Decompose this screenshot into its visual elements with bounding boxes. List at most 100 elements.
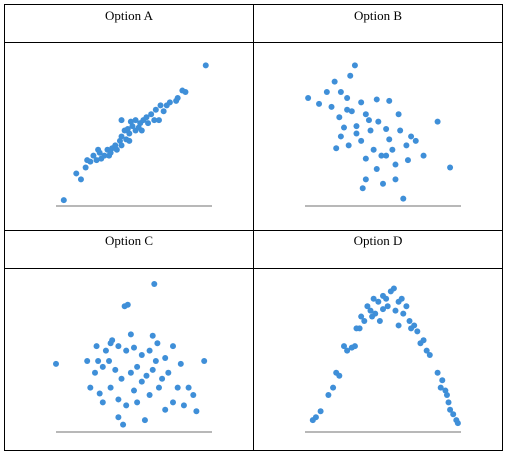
scatter-point bbox=[93, 157, 100, 164]
scatter-point bbox=[373, 166, 380, 172]
scatter-point bbox=[165, 369, 172, 376]
scatter-point bbox=[174, 94, 181, 101]
cell-title: Option D bbox=[354, 233, 403, 248]
scatter-point bbox=[107, 384, 114, 391]
scatter-point bbox=[202, 62, 209, 69]
scatter-point bbox=[101, 152, 108, 159]
scatter-point bbox=[115, 343, 122, 350]
scatter-point bbox=[362, 176, 369, 183]
scatter-point bbox=[344, 347, 351, 354]
scatter-point bbox=[406, 318, 413, 324]
cell-title: Option C bbox=[105, 233, 153, 248]
scatter-point bbox=[353, 325, 360, 332]
scatter-point bbox=[383, 152, 390, 159]
scatter-point bbox=[316, 100, 323, 107]
scatter-point bbox=[386, 97, 393, 104]
scatter-point bbox=[174, 384, 181, 391]
scatter-point bbox=[447, 164, 454, 171]
scatter-point bbox=[403, 303, 410, 310]
scatter-point bbox=[411, 322, 418, 329]
scatter-point bbox=[102, 347, 109, 354]
scatter-point bbox=[454, 420, 461, 427]
scatter-point bbox=[131, 344, 137, 351]
scatter-point bbox=[129, 123, 136, 130]
scatter-point bbox=[170, 343, 176, 350]
scatter-point bbox=[93, 343, 100, 350]
scatter-point bbox=[328, 103, 335, 110]
scatter-point bbox=[348, 108, 355, 115]
scatter-point bbox=[305, 94, 312, 101]
scatter-point bbox=[362, 111, 369, 118]
scatter-point bbox=[166, 99, 173, 106]
scatter-point bbox=[344, 106, 351, 113]
scatter-point bbox=[131, 387, 137, 394]
scatter-point bbox=[367, 127, 374, 134]
scatter-point bbox=[403, 142, 410, 149]
scatter-point bbox=[82, 164, 89, 171]
scatter-point bbox=[404, 157, 411, 164]
scatter-point bbox=[155, 117, 162, 124]
scatter-point bbox=[146, 392, 153, 398]
scatter-point bbox=[351, 62, 358, 69]
scatter-point bbox=[138, 352, 145, 359]
scatter-point bbox=[345, 142, 352, 149]
scatter-point bbox=[437, 384, 444, 391]
scatter-point bbox=[370, 146, 377, 153]
scatter-point bbox=[123, 402, 130, 409]
scatter-point bbox=[375, 118, 382, 125]
scatter-point bbox=[151, 117, 158, 124]
scatter-point bbox=[134, 399, 141, 406]
scatter-point bbox=[341, 124, 347, 131]
scatter-point bbox=[177, 360, 184, 367]
scatter-point bbox=[148, 111, 155, 118]
scatter-point bbox=[118, 133, 125, 140]
scatter-point bbox=[412, 137, 419, 144]
scatter-point bbox=[383, 126, 390, 133]
scatter-point bbox=[118, 142, 125, 149]
scatter-point bbox=[138, 378, 145, 385]
scatter-point bbox=[84, 157, 91, 164]
scatter-point bbox=[420, 152, 427, 159]
scatter-point bbox=[149, 366, 156, 373]
scatter-point bbox=[330, 384, 337, 391]
scatter-point bbox=[420, 337, 427, 344]
scatter-point bbox=[361, 318, 368, 324]
scatter-point bbox=[358, 313, 365, 320]
scatter-point bbox=[380, 306, 386, 313]
scatter-point bbox=[344, 94, 351, 101]
scatter-point bbox=[376, 318, 383, 324]
scatter-point bbox=[337, 133, 344, 140]
scatter-point bbox=[201, 357, 208, 364]
scatter-point bbox=[317, 408, 324, 415]
scatter-point bbox=[333, 145, 340, 152]
scatter-point bbox=[112, 366, 119, 373]
scatter-point bbox=[362, 155, 369, 162]
scatter-point bbox=[92, 369, 98, 376]
scatter-point bbox=[87, 384, 94, 391]
scatter-point bbox=[182, 89, 189, 96]
scatter-point bbox=[160, 108, 167, 115]
scatter-point bbox=[143, 114, 150, 121]
scatter-point bbox=[151, 281, 158, 287]
scatter-point bbox=[336, 372, 343, 379]
scatter-point bbox=[145, 120, 152, 127]
scatter-point bbox=[115, 414, 122, 421]
scatter-point bbox=[423, 347, 430, 354]
scatter-point bbox=[96, 390, 103, 397]
scatter-point bbox=[134, 363, 141, 370]
scatter-point bbox=[373, 96, 380, 103]
scatter-point bbox=[162, 355, 169, 361]
scatter-point bbox=[341, 343, 347, 350]
scatter-point bbox=[113, 146, 120, 153]
scatter-point bbox=[123, 347, 130, 354]
scatter-point bbox=[53, 360, 59, 367]
scatter-point bbox=[400, 195, 407, 202]
scatter-point bbox=[190, 392, 197, 398]
scatter-point bbox=[447, 406, 454, 413]
scatter-point bbox=[73, 170, 80, 177]
scatter-point bbox=[84, 357, 91, 364]
scatter-point bbox=[155, 384, 162, 391]
scatter-point bbox=[90, 152, 97, 159]
